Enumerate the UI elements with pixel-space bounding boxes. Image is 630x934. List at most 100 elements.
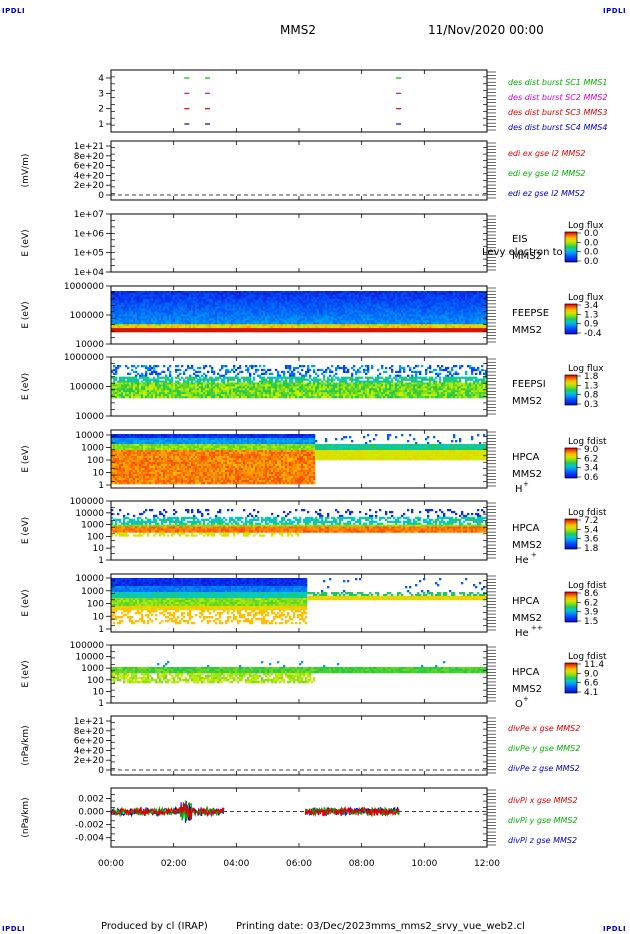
heat-cell (417, 330, 420, 333)
heat-cell (481, 302, 484, 305)
heat-cell (123, 310, 126, 313)
heat-cell (365, 310, 368, 313)
heat-cell (135, 380, 138, 383)
heat-cell (311, 298, 314, 302)
heat-cell (299, 291, 302, 294)
heat-cell (363, 322, 366, 325)
heat-cell (369, 316, 372, 319)
heat-cell (203, 308, 206, 311)
heat-cell (373, 308, 376, 311)
heat-cell (473, 292, 476, 296)
heat-cell (335, 298, 338, 302)
heat-cell (321, 306, 324, 309)
heat-cell (389, 298, 392, 302)
heat-cell (127, 304, 130, 307)
heat-cell (429, 314, 432, 317)
heat-cell (277, 298, 280, 302)
heat-cell (115, 330, 118, 333)
heat-cell (167, 326, 170, 329)
heat-cell (121, 376, 124, 379)
heat-cell (187, 322, 190, 325)
heat-cell (157, 386, 160, 389)
heat-cell (171, 292, 174, 296)
heat-cell (409, 316, 412, 319)
heat-cell (411, 300, 414, 304)
heat-cell (473, 291, 476, 294)
heat-cell (479, 320, 482, 323)
heat-cell (299, 294, 302, 298)
heat-cell (419, 306, 422, 309)
heat-cell (331, 296, 334, 300)
heat-cell (195, 296, 198, 300)
heat-cell (149, 310, 152, 313)
heat-cell (183, 392, 186, 395)
heat-cell (319, 304, 322, 307)
heat-cell (157, 312, 160, 315)
heat-cell (483, 328, 486, 331)
heat-cell (147, 396, 150, 399)
heat-cell (147, 326, 150, 329)
heat-cell (191, 380, 194, 383)
heat-cell (121, 320, 124, 323)
heat-cell (337, 324, 340, 327)
heat-cell (133, 394, 136, 397)
heat-cell (209, 384, 212, 387)
heat-cell (145, 365, 148, 368)
heat-cell (113, 306, 116, 309)
heat-cell (171, 291, 174, 294)
heat-cell (431, 318, 434, 321)
heat-cell (193, 316, 196, 319)
heat-cell (245, 304, 248, 307)
heat-cell (341, 314, 344, 317)
heat-cell (435, 328, 438, 331)
heat-cell (203, 382, 206, 385)
heat-cell (255, 318, 258, 321)
heat-cell (393, 308, 396, 311)
heat-cell (223, 314, 226, 317)
heat-cell (255, 312, 258, 315)
heat-cell (227, 324, 230, 327)
heat-cell (115, 382, 118, 385)
heat-cell (367, 326, 370, 329)
heat-cell (225, 370, 228, 374)
heat-cell (273, 308, 276, 311)
heat-cell (379, 294, 382, 298)
heat-cell (269, 298, 272, 302)
heat-cell (145, 384, 148, 387)
heat-cell (417, 298, 420, 302)
heat-cell (447, 330, 450, 333)
heat-cell (177, 382, 180, 385)
heat-cell (153, 294, 156, 298)
heat-cell (481, 320, 484, 323)
heat-cell (299, 312, 302, 315)
heat-cell (117, 294, 120, 298)
heat-cell (467, 310, 470, 313)
heat-cell (229, 302, 232, 305)
heat-cell (315, 316, 318, 319)
heat-cell (173, 296, 176, 300)
heat-cell (139, 394, 142, 397)
heat-cell (151, 390, 154, 393)
heat-cell (445, 318, 448, 321)
heat-cell (145, 308, 148, 311)
heat-cell (275, 312, 278, 315)
heat-cell (471, 330, 474, 333)
heat-cell (165, 378, 168, 381)
heat-cell (321, 320, 324, 323)
heat-cell (293, 312, 296, 315)
heat-cell (331, 302, 334, 305)
heat-cell (215, 378, 218, 381)
heat-cell (291, 322, 294, 325)
heat-cell (437, 326, 440, 329)
heat-cell (475, 294, 478, 298)
heat-cell (343, 304, 346, 307)
heat-cell (141, 296, 144, 300)
heat-cell (377, 312, 380, 315)
heat-cell (317, 324, 320, 327)
heat-cell (369, 294, 372, 298)
heat-cell (421, 328, 424, 331)
heat-cell (201, 318, 204, 321)
colorbar-tick-label-feepse: -0.4 (584, 329, 602, 339)
heat-cell (183, 308, 186, 311)
heat-cell (175, 320, 178, 323)
